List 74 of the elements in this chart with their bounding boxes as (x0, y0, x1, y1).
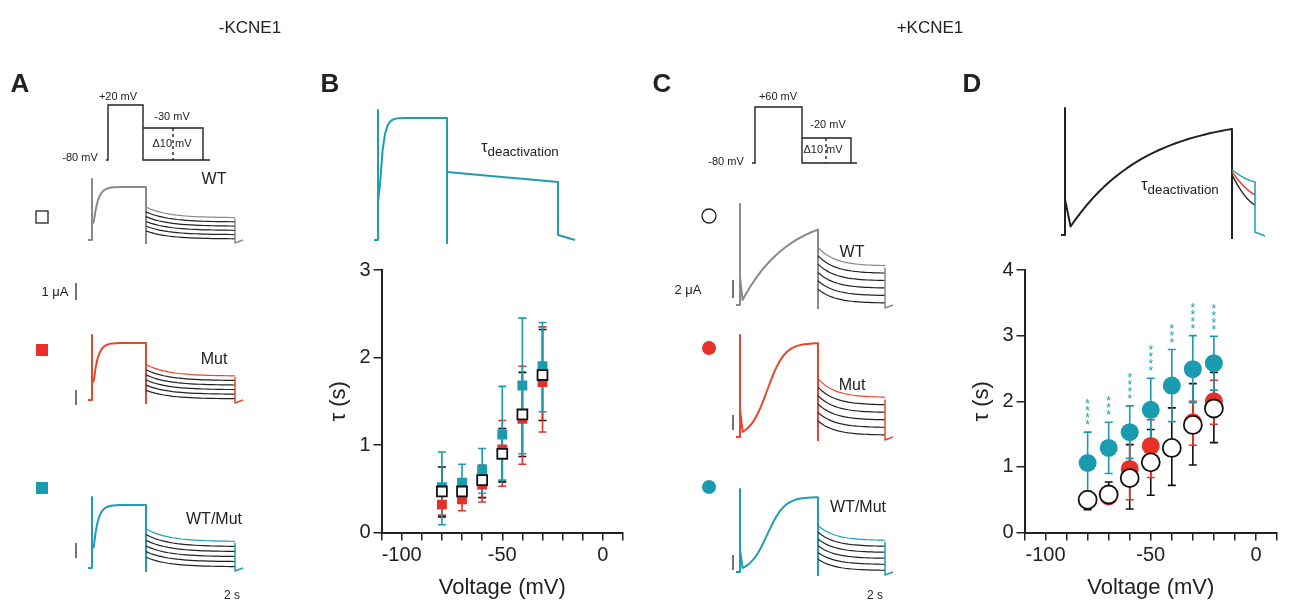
text: Δ10 mV (803, 143, 843, 155)
point (1120, 423, 1139, 442)
x-tick-label: -50 (487, 543, 517, 566)
y-tick-label: 0 (1002, 520, 1014, 543)
y-tick-label: 3 (1002, 323, 1014, 346)
annotation: *** (1106, 394, 1112, 423)
x-tick-label: 0 (597, 543, 609, 566)
point (1141, 400, 1160, 419)
text: Mut (200, 350, 228, 368)
point (1162, 376, 1181, 395)
point (456, 485, 468, 498)
point (516, 408, 529, 421)
text: -KCNE1 (218, 18, 282, 38)
text: -20 mV (810, 118, 846, 130)
annotation: **** (1127, 370, 1133, 406)
y-tick-label: 1 (1002, 454, 1014, 477)
text: +60 mV (758, 90, 798, 102)
text: 2 μA (674, 282, 702, 297)
y-tick-label: 2 (1002, 388, 1014, 411)
x-tick-label: -50 (1136, 543, 1166, 566)
x-axis-title: Voltage (mV) (438, 573, 566, 599)
point (1204, 354, 1223, 373)
text: A (10, 68, 30, 99)
y-axis-title: τ (s) (325, 381, 351, 422)
text: +KCNE1 (896, 18, 964, 38)
text: WT (201, 170, 227, 188)
annotation: **** (1211, 301, 1217, 337)
point (476, 474, 488, 486)
text: Δ10 mV (152, 137, 192, 149)
point (1183, 360, 1202, 379)
y-tick-label: 2 (359, 345, 371, 368)
text: WT/Mut (830, 498, 886, 516)
point (1141, 436, 1160, 455)
text: -80 mV (708, 155, 744, 167)
text: +20 mV (98, 90, 138, 102)
text: WT/Mut (186, 510, 242, 528)
point (1099, 438, 1118, 457)
text: 2 s (223, 588, 241, 602)
text: WT (839, 243, 865, 261)
point (1119, 468, 1140, 489)
point (436, 485, 448, 498)
y-tick-label: 4 (1002, 257, 1014, 280)
text: D (962, 68, 982, 99)
point (1140, 452, 1161, 473)
y-tick-label: 3 (359, 257, 371, 280)
point (536, 369, 549, 381)
annotation: **** (1085, 397, 1091, 433)
text: Mut (838, 376, 866, 394)
point (497, 429, 508, 440)
point (496, 447, 509, 460)
text: τ$_{deactivation}$ (481, 138, 559, 160)
x-tick-label: 0 (1250, 543, 1262, 566)
point (1077, 489, 1098, 510)
point (477, 464, 488, 475)
point (1078, 454, 1097, 473)
text: 1 μA (41, 284, 69, 299)
annotation: **** (1148, 343, 1154, 379)
text: τ$_{deactivation}$ (1141, 176, 1219, 198)
text: -80 mV (62, 151, 98, 163)
annotation: *** (1169, 322, 1175, 351)
y-axis-title: τ (s) (968, 381, 994, 422)
point (517, 380, 528, 391)
y-tick-label: 0 (359, 520, 371, 543)
text: 2 s (866, 588, 884, 602)
x-axis-title: Voltage (mV) (1087, 573, 1215, 599)
point (436, 499, 447, 510)
text: -30 mV (154, 110, 190, 122)
text: B (320, 68, 340, 99)
text: C (652, 68, 672, 99)
annotation: **** (1190, 300, 1196, 336)
y-tick-label: 1 (359, 432, 371, 455)
x-tick-label: -100 (1025, 543, 1066, 566)
x-tick-label: -100 (381, 543, 422, 566)
point (1203, 398, 1224, 419)
